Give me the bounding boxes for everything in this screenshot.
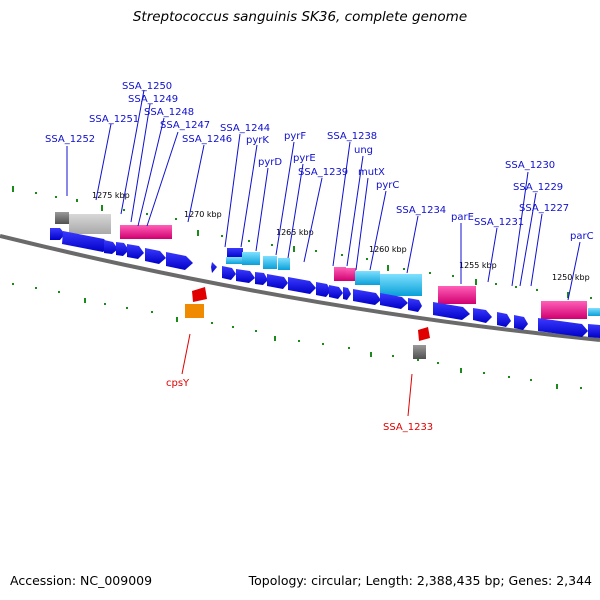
lower-leaders (181, 333, 413, 417)
gene-label-ssa1233[interactable]: SSA_1233 (383, 422, 433, 433)
genome-backbone (0, 234, 600, 342)
gene-label[interactable]: SSA_1246 (182, 134, 232, 145)
gene-label-cpsY[interactable]: cpsY (166, 378, 190, 389)
map-title: Streptococcus sanguinis SK36, complete g… (132, 9, 468, 25)
gene-label[interactable]: pyrE (293, 153, 316, 164)
feature-box[interactable] (69, 214, 111, 234)
cds-arrow[interactable] (222, 266, 236, 280)
gene-label[interactable]: SSA_1238 (327, 131, 377, 142)
cds-arrow[interactable] (538, 318, 588, 337)
cds-arrow[interactable] (104, 240, 118, 254)
scale-label: 1250 kbp (552, 273, 590, 282)
cds-arrow[interactable] (166, 252, 193, 270)
cpsY-feature-orange[interactable] (185, 304, 204, 318)
feature-box[interactable] (355, 271, 380, 285)
gene-label[interactable]: SSA_1252 (45, 134, 95, 145)
gene-label[interactable]: SSA_1230 (505, 160, 555, 171)
cds-arrow[interactable] (288, 277, 316, 294)
cds-arrow[interactable] (62, 231, 110, 252)
gene-label[interactable]: parE (451, 212, 474, 223)
feature-box[interactable] (55, 212, 69, 224)
feature-box[interactable] (588, 308, 600, 316)
scale-ruler-lower (12, 283, 582, 389)
feature-box[interactable] (120, 225, 172, 239)
gene-label[interactable]: SSA_1234 (396, 205, 446, 216)
cds-arrow[interactable] (145, 248, 166, 264)
cds-arrow[interactable] (127, 244, 144, 259)
cds-arrow[interactable] (316, 282, 331, 297)
cds-arrow[interactable] (380, 293, 408, 309)
cds-arrow[interactable] (514, 315, 528, 330)
gene-label[interactable]: parC (570, 231, 594, 242)
accession-text: Accession: NC_009009 (10, 573, 153, 588)
scale-label: 1255 kbp (459, 261, 497, 270)
feature-box[interactable] (541, 301, 587, 319)
gene-label[interactable]: SSA_1247 (160, 120, 210, 131)
scale-ruler-upper (12, 186, 592, 299)
cds-arrow[interactable] (255, 272, 268, 285)
feature-box[interactable] (346, 268, 356, 281)
feature-track (55, 212, 600, 319)
feature-box[interactable] (380, 274, 422, 296)
cds-arrow[interactable] (50, 228, 65, 240)
gene-label[interactable]: ung (354, 145, 373, 156)
gene-label[interactable]: SSA_1227 (519, 203, 569, 214)
reverse-features (185, 287, 430, 359)
cds-arrow[interactable] (211, 262, 217, 273)
scale-label: 1270 kbp (184, 210, 222, 219)
feature-box[interactable] (438, 286, 476, 304)
gene-label[interactable]: SSA_1229 (513, 182, 563, 193)
scale-label: 1265 kbp (276, 228, 314, 237)
gene-label[interactable]: pyrF (284, 131, 306, 142)
scale-label: 1275 kbp (92, 191, 130, 200)
gene-label[interactable]: pyrC (376, 180, 399, 191)
ssa1233-feature-red[interactable] (418, 327, 430, 341)
feature-box[interactable] (263, 256, 277, 269)
cds-track (50, 228, 600, 338)
cds-arrow[interactable] (497, 312, 511, 327)
gene-label[interactable]: SSA_1248 (144, 107, 194, 118)
scale-labels: 1275 kbp 1270 kbp 1265 kbp 1260 kbp 1255… (92, 191, 590, 282)
gene-label[interactable]: SSA_1249 (128, 94, 178, 105)
cds-arrow[interactable] (588, 324, 600, 338)
gene-label[interactable]: SSA_1239 (298, 167, 348, 178)
cds-arrow[interactable] (267, 274, 288, 289)
gene-label[interactable]: mutX (358, 167, 385, 178)
genome-summary-text: Topology: circular; Length: 2,388,435 bp… (248, 573, 592, 588)
cds-arrow[interactable] (353, 289, 381, 305)
scale-label: 1260 kbp (369, 245, 407, 254)
cds-arrow[interactable] (329, 285, 343, 299)
gene-label[interactable]: pyrD (258, 157, 282, 168)
gene-label[interactable]: SSA_1250 (122, 81, 172, 92)
feature-box[interactable] (226, 257, 242, 264)
label-leaders (66, 89, 581, 301)
cds-arrow[interactable] (116, 242, 129, 256)
gene-label[interactable]: SSA_1244 (220, 123, 270, 134)
cpsY-feature-red[interactable] (192, 287, 207, 302)
feature-box[interactable] (334, 267, 346, 281)
gene-label[interactable]: SSA_1231 (474, 217, 524, 228)
feature-box[interactable] (227, 248, 243, 258)
gene-labels: SSA_1252 SSA_1251 SSA_1250 SSA_1249 SSA_… (45, 81, 594, 433)
feature-box[interactable] (242, 252, 260, 265)
cds-arrow[interactable] (473, 308, 492, 323)
cds-arrow[interactable] (236, 269, 255, 283)
ssa1233-feature-gray[interactable] (413, 345, 426, 359)
cds-arrow[interactable] (433, 302, 470, 320)
gene-label[interactable]: SSA_1251 (89, 114, 139, 125)
gene-label[interactable]: pyrK (246, 135, 269, 146)
cds-arrow[interactable] (343, 287, 351, 300)
feature-box[interactable] (278, 258, 290, 270)
cds-arrow[interactable] (408, 298, 422, 312)
